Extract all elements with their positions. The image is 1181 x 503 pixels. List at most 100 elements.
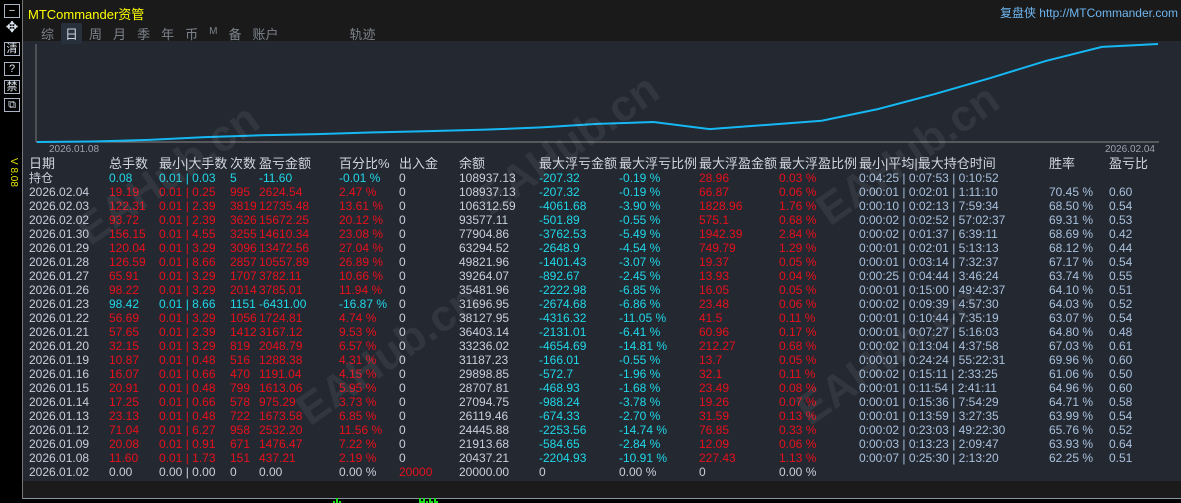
table-row: 2026.01.15 20.91 0.01 | 0.48 799 1613.06 5.95… (23, 381, 1181, 395)
tab-9[interactable]: 账户 (252, 27, 279, 42)
cell-3: 3096 (230, 241, 257, 255)
cell-8: -2674.68 (539, 297, 587, 311)
cell-3: 1151 (230, 297, 256, 311)
cell-3: 470 (230, 367, 251, 381)
cell-8: -207.32 (539, 171, 580, 185)
cell-13: 63.99 % (1049, 409, 1094, 423)
tab-3[interactable]: 月 (113, 27, 127, 42)
tab-6[interactable]: 币 (185, 27, 199, 42)
cell-7: 77904.86 (459, 227, 510, 241)
cell-9: 0.00 % (619, 465, 657, 479)
cell-14: 0.50 (1109, 367, 1133, 381)
cell-5: 百分比% (339, 156, 390, 171)
tab-1[interactable]: 日 (61, 23, 83, 44)
cell-12: 0:00:01 | 0:15:00 | 49:42:37 (859, 283, 1006, 297)
table-row: 2026.01.08 11.60 0.01 | 1.73 151 437.21 2.19 … (23, 451, 1181, 465)
table-row: 2026.01.30 156.15 0.01 | 4.55 3255 14610.34 2… (23, 227, 1181, 241)
cell-8: -501.89 (539, 213, 580, 227)
cell-12: 0:00:01 | 0:10:44 | 7:35:19 (859, 311, 999, 325)
cell-13: 胜率 (1049, 156, 1076, 171)
cell-3: 2014 (230, 283, 257, 297)
cell-13: 65.76 % (1049, 423, 1094, 437)
cell-9: -0.19 % (619, 185, 661, 199)
cell-6: 0 (399, 409, 406, 423)
cell-12: 最小|平均|最大持仓时间 (859, 156, 996, 171)
move-icon[interactable]: ✥ (5, 19, 19, 36)
cell-12: 0:00:01 | 0:03:14 | 7:32:37 (859, 255, 999, 269)
table-row: 2026.01.14 17.25 0.01 | 0.66 578 975.29 3.73 … (23, 395, 1181, 409)
total-row-bg (23, 481, 1181, 498)
cell-9: -14.74 % (619, 423, 668, 437)
cell-1: 0.08 (109, 171, 133, 185)
cell-10: 212.27 (699, 339, 736, 353)
tab-0[interactable]: 综 (41, 27, 55, 42)
cell-6: 0 (399, 437, 406, 451)
cell-8: -207.32 (539, 185, 580, 199)
cell-2: 0.01 | 2.39 (159, 213, 216, 227)
cell-1: 19.19 (109, 185, 140, 199)
cell-10: 66.87 (699, 185, 730, 199)
cell-10: 12.09 (699, 437, 730, 451)
cell-7: 63294.52 (459, 241, 510, 255)
cell-14: 0.64 (1109, 437, 1133, 451)
cell-2: 0.01 | 3.29 (159, 311, 216, 325)
tab-10[interactable]: 轨迹 (349, 27, 376, 42)
cell-13: 70.45 % (1049, 185, 1094, 199)
cell-11: 0.11 % (779, 367, 816, 381)
tab-7[interactable]: M (209, 26, 218, 37)
cell-11: 0.05 % (779, 255, 817, 269)
minimize-icon[interactable]: − (4, 4, 20, 18)
cell-13: 68.12 % (1049, 241, 1094, 255)
disable-icon[interactable]: 禁 (4, 80, 20, 94)
tab-8[interactable]: 备 (228, 27, 242, 42)
volume-bar (419, 498, 421, 503)
cell-6: 0 (399, 339, 406, 353)
cell-9: -3.07 % (619, 255, 661, 269)
cell-13: 64.10 % (1049, 283, 1094, 297)
cell-2: 0.01 | 1.73 (159, 451, 216, 465)
cell-3: 3255 (230, 227, 257, 241)
brand-link[interactable]: 复盘侠 http://MTCommander.com (999, 6, 1178, 20)
cell-8: -468.93 (539, 381, 580, 395)
cell-5: 6.85 % (339, 409, 377, 423)
cell-10: 227.43 (699, 451, 736, 465)
cell-2: 0.01 | 3.29 (159, 269, 216, 283)
cell-0: 2026.02.04 (29, 185, 90, 199)
cell-2: 0.01 | 0.25 (159, 185, 216, 199)
cell-3: 799 (230, 381, 251, 395)
help-icon[interactable]: ? (4, 62, 20, 76)
cell-11: 0.05 % (779, 283, 817, 297)
equity-line (36, 43, 1159, 143)
cell-6: 0 (399, 185, 406, 199)
cell-11: 0.00 % (779, 465, 817, 479)
tab-4[interactable]: 季 (137, 27, 151, 42)
cell-10: 41.5 (699, 311, 723, 325)
tab-2[interactable]: 周 (89, 27, 103, 42)
cell-10: 19.37 (699, 255, 730, 269)
cell-0: 2026.01.12 (29, 423, 90, 437)
restore-icon[interactable]: ⧉ (4, 98, 20, 112)
volume-bar (426, 501, 428, 503)
equity-chart: 2026.01.08 2026.02.04 (35, 43, 1159, 153)
cell-7: 39264.07 (459, 269, 510, 283)
cell-10: 13.93 (699, 269, 730, 283)
cell-8: -1401.43 (539, 255, 587, 269)
volume-bar (431, 501, 433, 503)
cell-9: -1.96 % (619, 367, 661, 381)
cell-7: 35481.96 (459, 283, 510, 297)
cell-3: 3626 (230, 213, 257, 227)
cell-10: 31.59 (699, 409, 730, 423)
cell-2: 0.01 | 4.55 (159, 227, 216, 241)
cell-6: 0 (399, 353, 406, 367)
clear-icon[interactable]: 清 (4, 42, 20, 56)
cell-1: 11.60 (109, 451, 139, 465)
cell-6: 0 (399, 381, 406, 395)
cell-6: 0 (399, 311, 406, 325)
cell-7: 31696.95 (459, 297, 510, 311)
tab-5[interactable]: 年 (161, 27, 175, 42)
cell-12: 0:00:02 | 0:23:03 | 49:22:30 (859, 423, 1006, 437)
cell-8: -988.24 (539, 395, 580, 409)
cell-6: 0 (399, 241, 406, 255)
cell-3: 1056 (230, 311, 257, 325)
cell-0: 2026.02.03 (29, 199, 90, 213)
